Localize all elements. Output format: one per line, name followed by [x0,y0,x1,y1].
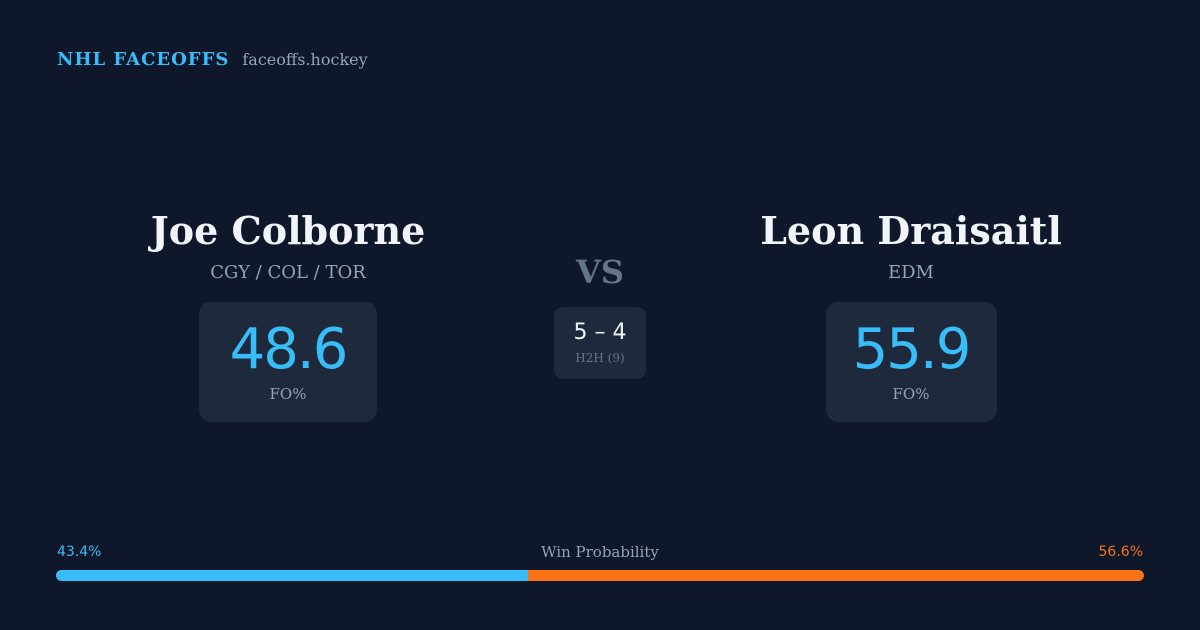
player-left-fo-value: 48.6 [229,317,349,382]
player-right-fo-value: 55.9 [852,317,972,382]
player-left-card: Joe Colborne CGY / COL / TOR 48.6 FO% [78,205,498,422]
win-prob-right-fill [528,570,1144,581]
player-left-stat-box: 48.6 FO% [199,302,377,422]
brand-url: faceoffs.hockey [242,50,368,69]
win-prob-left-fill [56,570,529,581]
h2h-label: H2H (9) [575,351,625,365]
vs-label: VS [576,253,624,291]
h2h-score: 5 – 4 [573,320,627,345]
player-left-fo-label: FO% [269,385,307,403]
player-left-teams: CGY / COL / TOR [210,262,366,283]
player-right-teams: EDM [887,262,934,283]
player-left-name: Joe Colborne [150,208,426,253]
player-right-stat-box: 55.9 FO% [825,302,997,422]
player-right-fo-label: FO% [892,385,930,403]
win-prob-title: Win Probability [541,543,659,561]
brand: NHL FACEOFFS faceoffs.hockey [57,49,368,70]
win-probability-bar [56,570,1144,581]
h2h-box: 5 – 4 H2H (9) [554,307,646,379]
player-right-name: Leon Draisaitl [760,208,1062,253]
win-prob-left-label: 43.4% [57,544,102,560]
player-right-card: Leon Draisaitl EDM 55.9 FO% [701,205,1121,422]
win-prob-right-label: 56.6% [1098,544,1143,560]
brand-name: NHL FACEOFFS [57,49,230,70]
